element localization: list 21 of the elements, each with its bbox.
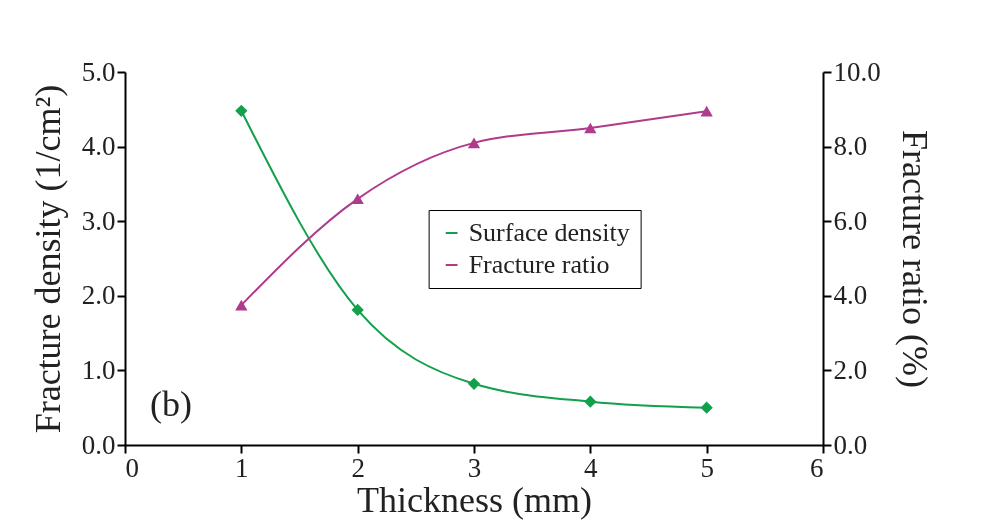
y-axis-title: Fracture density (1/cm²) (27, 84, 68, 434)
y-tick-label: 1.0 (81, 354, 116, 385)
y-tick-label: 2.0 (81, 280, 116, 311)
y2-tick-label: 4.0 (833, 280, 868, 311)
y2-tick-label: 10.0 (833, 56, 881, 87)
y2-tick-label: 2.0 (833, 354, 868, 385)
x-tick-label: 5 (700, 452, 714, 483)
x-tick-label: 1 (235, 452, 249, 483)
y-tick-label: 3.0 (81, 205, 116, 236)
x-tick-label: 6 (810, 452, 824, 483)
y2-tick-label: 8.0 (833, 131, 868, 162)
y2-tick-label: 6.0 (833, 205, 868, 236)
y2-tick-label: 0.0 (833, 429, 868, 460)
legend-label: Surface density (468, 218, 630, 248)
y2-axis-title: Fracture ratio (%) (894, 130, 935, 388)
annotation: (b) (150, 384, 192, 424)
x-tick-label: 0 (125, 452, 139, 483)
y-tick-label: 0.0 (81, 429, 116, 460)
y-tick-label: 5.0 (81, 56, 116, 87)
y-tick-label: 4.0 (81, 131, 116, 162)
legend-label: Fracture ratio (468, 250, 610, 280)
